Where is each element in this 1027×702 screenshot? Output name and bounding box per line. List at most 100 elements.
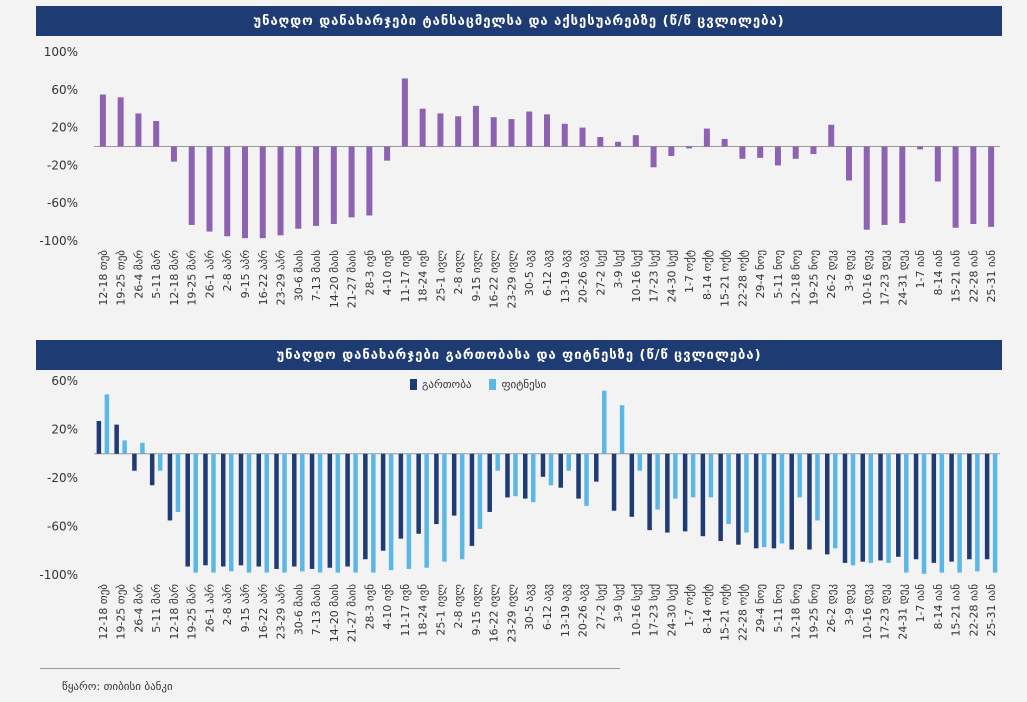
x-tick-label: 12-18 ნოე: [790, 584, 803, 639]
bar-c2-s1-44: [886, 453, 891, 563]
bar-c2-s0-31: [647, 453, 652, 531]
bar-c2-s1-48: [957, 453, 962, 573]
y-tick-label: 20%: [51, 423, 78, 437]
x-tick-label: 5-11 მარ: [150, 584, 163, 633]
x-tick-label: 16-22 ივლ: [488, 584, 501, 643]
bar-c1-s0-46: [917, 146, 924, 150]
x-tick-label: 24-30 სექ: [665, 584, 678, 636]
x-tick-label: 10-16 დეკ: [861, 250, 874, 306]
bar-c2-s0-36: [736, 453, 741, 545]
legend-swatch-fitness: [489, 379, 497, 390]
bar-c1-s0-33: [686, 146, 693, 149]
bar-c2-s0-18: [416, 453, 421, 534]
bar-c2-s0-37: [753, 453, 759, 549]
x-tick-label: 12-18 თებ: [97, 250, 110, 306]
bar-c2-s1-22: [495, 453, 500, 471]
x-tick-label: 26-2 დეკ: [825, 250, 838, 299]
bar-c1-s0-39: [792, 146, 799, 159]
legend-label-fitness: ფიტნესი: [501, 378, 547, 391]
bar-c2-s1-12: [317, 453, 323, 573]
bar-c1-s0-27: [579, 127, 586, 147]
x-tick-label: 16-22 აპრ: [257, 250, 270, 306]
x-tick-label: 9-15 აპრ: [239, 584, 252, 633]
bar-c1-s0-34: [703, 128, 710, 147]
bar-c1-s0-24: [526, 111, 533, 147]
bar-c2-s0-29: [611, 453, 617, 511]
x-tick-label: 22-28 ოქტ: [736, 250, 749, 307]
x-tick-label: 23-29 აპრ: [275, 584, 288, 640]
bar-c2-s1-23: [513, 453, 518, 497]
x-tick-label: 23-29 ივლ: [505, 584, 518, 643]
x-tick-label: 19-25 ნოე: [807, 250, 820, 305]
bar-c2-s0-17: [398, 453, 404, 539]
x-tick-label: 16-22 ივლ: [488, 250, 501, 309]
y-tick-label: 20%: [51, 121, 78, 135]
bar-c2-s1-25: [548, 453, 554, 486]
bar-c2-s0-48: [949, 453, 954, 562]
x-tick-label: 13-19 აგვ: [559, 250, 572, 303]
x-tick-label: 5-11 მარ: [150, 250, 163, 299]
x-tick-label: 29-4 ნოე: [754, 250, 767, 298]
bar-c2-s1-11: [300, 453, 305, 572]
x-tick-label: 1-7 ოქტ: [683, 250, 696, 293]
bar-c2-s0-8: [238, 453, 244, 566]
bar-c1-s0-21: [472, 105, 479, 147]
x-tick-label: 24-31 დეკ: [896, 250, 909, 306]
x-tick-label: 26-1 აპრ: [203, 250, 216, 299]
bar-c2-s1-1: [122, 440, 127, 454]
bar-c2-s0-32: [665, 453, 670, 533]
bar-c2-s1-6: [211, 453, 216, 573]
bar-c2-s0-22: [487, 453, 492, 512]
bar-c1-s0-11: [295, 146, 302, 229]
y-tick-label: 100%: [44, 45, 78, 59]
bar-c2-s1-30: [637, 453, 643, 471]
bar-c2-s1-45: [904, 453, 909, 573]
bar-c1-s0-2: [135, 113, 142, 147]
y-tick-label: 60%: [51, 374, 78, 388]
x-tick-label: 15-21 იან: [950, 250, 963, 303]
bar-c2-s1-33: [690, 453, 696, 498]
bar-c2-s1-35: [726, 453, 731, 525]
x-tick-label: 9-15 ივლ: [470, 250, 483, 302]
bar-c2-s0-15: [363, 453, 368, 560]
bar-c2-s0-14: [345, 453, 350, 567]
bar-c2-s0-24: [522, 453, 528, 499]
bar-c1-s0-9: [259, 146, 266, 239]
x-tick-label: 20-26 აგვ: [577, 250, 590, 303]
bar-c1-s0-16: [384, 146, 391, 161]
bar-c1-s0-3: [153, 120, 160, 147]
bar-c2-s1-41: [832, 453, 838, 549]
bar-c2-s1-24: [530, 453, 536, 503]
x-tick-label: 12-18 ნოე: [790, 250, 803, 305]
bar-c1-s0-47: [934, 146, 941, 182]
x-tick-label: 25-1 ივლ: [434, 584, 447, 636]
bar-c1-s0-31: [650, 146, 657, 168]
bar-c1-s0-45: [899, 146, 906, 224]
x-tick-label: 25-31 იან: [985, 250, 998, 303]
bar-c1-s0-13: [330, 146, 337, 224]
x-tick-label: 9-15 აპრ: [239, 250, 252, 299]
x-tick-label: 5-11 ნოე: [772, 584, 785, 632]
bar-c2-s1-32: [673, 453, 678, 499]
bar-c2-s1-20: [459, 453, 465, 560]
x-tick-label: 26-1 აპრ: [203, 584, 216, 633]
bar-c1-s0-19: [437, 113, 444, 147]
bar-c2-s1-13: [335, 453, 341, 573]
x-tick-label: 1-7 ოქტ: [683, 584, 696, 627]
x-tick-label: 30-5 აგვ: [523, 584, 536, 630]
x-tick-label: 3-9 სექ: [612, 250, 625, 288]
x-tick-label: 17-23 დეკ: [879, 584, 892, 640]
x-tick-label: 23-29 ივლ: [505, 250, 518, 309]
x-tick-label: 2-8 აპრ: [221, 584, 234, 626]
x-tick-label: 1-7 იან: [914, 584, 927, 623]
bar-c2-s1-28: [602, 390, 607, 454]
x-tick-label: 19-25 თებ: [115, 250, 128, 306]
bar-c2-s0-44: [878, 453, 883, 561]
bar-c2-s1-26: [566, 453, 572, 471]
x-tick-label: 11-17 ივნ: [399, 584, 412, 637]
bar-c2-s0-42: [842, 453, 848, 563]
bar-c2-s0-0: [96, 421, 102, 454]
bar-c2-s1-42: [850, 453, 856, 566]
bar-c2-s0-4: [167, 453, 173, 521]
bar-c2-s0-10: [274, 453, 279, 569]
